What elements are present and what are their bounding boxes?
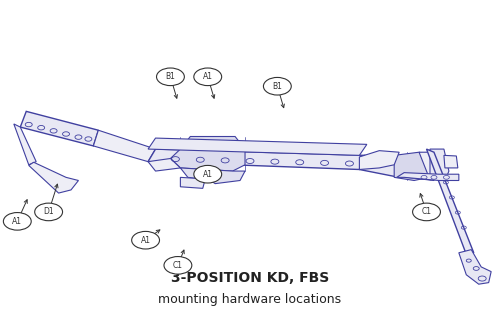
Text: A1: A1: [202, 170, 212, 179]
Polygon shape: [148, 149, 364, 170]
Circle shape: [156, 68, 184, 86]
Polygon shape: [394, 152, 429, 180]
Circle shape: [264, 77, 291, 95]
Text: A1: A1: [202, 72, 212, 81]
Polygon shape: [419, 152, 436, 180]
Polygon shape: [430, 149, 449, 177]
Circle shape: [132, 231, 160, 249]
Text: mounting hardware locations: mounting hardware locations: [158, 294, 342, 307]
Polygon shape: [170, 137, 245, 171]
Text: D1: D1: [44, 207, 54, 217]
Circle shape: [412, 203, 440, 221]
Text: C1: C1: [422, 207, 432, 217]
Polygon shape: [360, 151, 399, 170]
Polygon shape: [94, 130, 156, 162]
Polygon shape: [396, 173, 459, 180]
Polygon shape: [20, 111, 98, 146]
Polygon shape: [148, 158, 180, 171]
Text: C1: C1: [173, 261, 183, 270]
Circle shape: [194, 68, 222, 86]
Circle shape: [34, 203, 62, 221]
Polygon shape: [148, 138, 367, 155]
Circle shape: [194, 165, 222, 183]
Circle shape: [164, 256, 192, 274]
Text: 3-POSITION KD, FBS: 3-POSITION KD, FBS: [171, 271, 329, 285]
Text: B1: B1: [166, 72, 175, 81]
Polygon shape: [180, 168, 245, 184]
Text: A1: A1: [12, 217, 22, 226]
Polygon shape: [28, 162, 78, 193]
Polygon shape: [14, 124, 36, 165]
Circle shape: [4, 212, 31, 230]
Polygon shape: [426, 149, 474, 254]
Polygon shape: [360, 155, 406, 177]
Polygon shape: [406, 174, 434, 180]
Polygon shape: [180, 177, 206, 188]
Polygon shape: [459, 249, 491, 284]
Polygon shape: [444, 155, 458, 168]
Text: A1: A1: [140, 236, 150, 245]
Text: B1: B1: [272, 82, 282, 91]
